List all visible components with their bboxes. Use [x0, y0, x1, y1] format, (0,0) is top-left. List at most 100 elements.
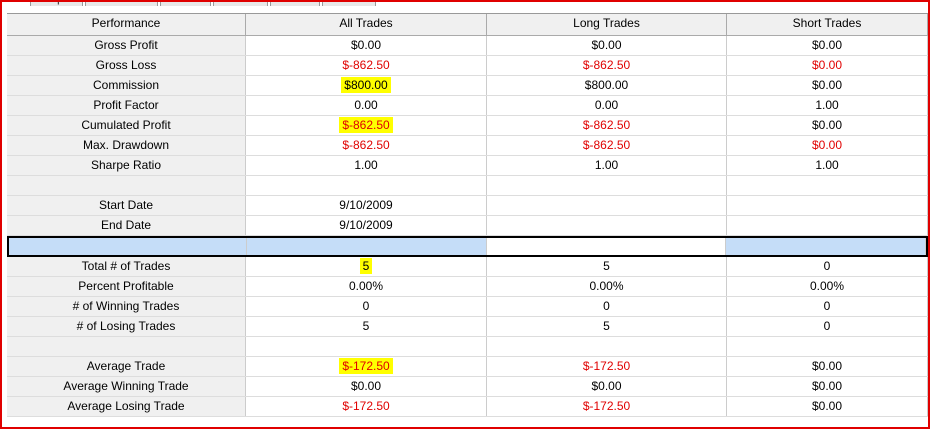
cell-long: $0.00 [487, 36, 727, 55]
row-label: # of Losing Trades [7, 317, 246, 336]
table-row[interactable]: Average Winning Trade $0.00 $0.00 $0.00 [7, 377, 928, 397]
cell-short: $0.00 [727, 357, 928, 376]
cell-text: Gross Profit [94, 38, 158, 52]
header-long-trades[interactable]: Long Trades [487, 14, 727, 35]
cell-short: $0.00 [727, 136, 928, 155]
cell-text: Average Losing Trade [67, 399, 185, 413]
row-label: Gross Loss [7, 56, 246, 75]
tab-executions[interactable]: Executions [85, 0, 159, 6]
cell-short [725, 238, 926, 255]
row-label: Average Winning Trade [7, 377, 246, 396]
cell-all: $0.00 [246, 36, 487, 55]
row-label: Profit Factor [7, 96, 246, 115]
table-row[interactable]: # of Losing Trades 5 5 0 [7, 317, 928, 337]
row-label: Gross Profit [7, 36, 246, 55]
cell-all [246, 176, 487, 195]
performance-grid: Performance All Trades Long Trades Short… [7, 13, 928, 417]
cell-text: $-862.50 [339, 117, 393, 133]
cell-all: $800.00 [246, 76, 487, 95]
cell-text: 1.00 [815, 98, 839, 112]
cell-text: 5 [603, 259, 610, 273]
row-label [7, 176, 246, 195]
table-row[interactable]: # of Winning Trades 0 0 0 [7, 297, 928, 317]
cell-short: 0 [727, 297, 928, 316]
table-row[interactable]: Cumulated Profit $-862.50 $-862.50 $0.00 [7, 116, 928, 136]
cell-long [487, 216, 727, 235]
row-label: Start Date [7, 196, 246, 215]
tab-orders[interactable]: Orders [269, 0, 321, 6]
header-performance[interactable]: Performance [7, 14, 246, 35]
table-row[interactable]: Total # of Trades 5 5 0 [7, 257, 928, 277]
cell-short: 0 [727, 257, 928, 276]
cell-short: $0.00 [727, 397, 928, 416]
table-row[interactable] [7, 337, 928, 357]
row-label: Total # of Trades [7, 257, 246, 276]
tab-graphs[interactable]: Graphs [30, 0, 84, 6]
cell-text: $0.00 [591, 379, 622, 393]
cell-short: $0.00 [727, 56, 928, 75]
cell-text: 5 [603, 319, 610, 333]
header-row: Performance All Trades Long Trades Short… [7, 14, 928, 36]
cell-text: 0 [362, 299, 370, 313]
cell-text: 5 [359, 258, 373, 274]
cell-all: $-862.50 [246, 136, 487, 155]
table-row[interactable]: Sharpe Ratio 1.00 1.00 1.00 [7, 156, 928, 176]
table-row[interactable] [7, 176, 928, 196]
table-row[interactable]: Profit Factor 0.00 0.00 1.00 [7, 96, 928, 116]
tab-journal[interactable]: Journal [322, 0, 376, 6]
cell-text: 0.00 [594, 98, 619, 112]
cell-short: 1.00 [727, 96, 928, 115]
table-row[interactable]: Gross Loss $-862.50 $-862.50 $0.00 [7, 56, 928, 76]
cell-text: $-172.50 [582, 359, 631, 373]
cell-short [727, 337, 928, 356]
cell-text: $-172.50 [342, 399, 390, 413]
table-row[interactable]: Start Date 9/10/2009 [7, 196, 928, 216]
cell-text: 0 [823, 299, 831, 313]
cell-all: $-172.50 [246, 357, 487, 376]
table-row[interactable]: End Date 9/10/2009 [7, 216, 928, 236]
cell-long: $0.00 [487, 377, 727, 396]
table-row[interactable]: Average Trade $-172.50 $-172.50 $0.00 [7, 357, 928, 377]
cell-text: Sharpe Ratio [90, 158, 162, 172]
row-label [9, 238, 247, 255]
table-row[interactable]: Commission $800.00 $800.00 $0.00 [7, 76, 928, 96]
cell-text: Max. Drawdown [82, 138, 170, 152]
cell-text: End Date [100, 218, 152, 232]
table-row[interactable]: Max. Drawdown $-862.50 $-862.50 $0.00 [7, 136, 928, 156]
cell-text: Commission [92, 78, 159, 92]
tab-periods[interactable]: Periods [212, 0, 268, 6]
cell-long: 0.00% [487, 277, 727, 296]
table-row[interactable]: Gross Profit $0.00 $0.00 $0.00 [7, 36, 928, 56]
cell-text: $0.00 [350, 379, 382, 393]
cell-all: 0.00% [246, 277, 487, 296]
cell-long: $800.00 [487, 76, 727, 95]
table-row[interactable] [7, 236, 928, 257]
cell-text: 0 [823, 319, 831, 333]
cell-long: 0.00 [487, 96, 727, 115]
header-all-trades[interactable]: All Trades [246, 14, 487, 35]
cell-all: 0.00 [246, 96, 487, 115]
table-row[interactable]: Average Losing Trade $-172.50 $-172.50 $0.0… [7, 397, 928, 417]
row-label: Max. Drawdown [7, 136, 246, 155]
cell-text: 0.00% [809, 279, 845, 293]
cell-long: 5 [487, 257, 727, 276]
cell-text: Gross Loss [95, 58, 157, 72]
cell-long [487, 337, 727, 356]
header-short-trades[interactable]: Short Trades [727, 14, 928, 35]
cell-long: $-172.50 [487, 357, 727, 376]
cell-text: $0.00 [811, 78, 843, 92]
cell-text: $0.00 [811, 118, 843, 132]
tab-trades[interactable]: Trades [160, 0, 211, 6]
row-label: Percent Profitable [7, 277, 246, 296]
cell-text: $-862.50 [582, 118, 631, 132]
cell-text: 1.00 [815, 158, 839, 172]
cell-long: 1.00 [487, 156, 727, 175]
cell-all: 9/10/2009 [246, 196, 487, 215]
cell-text: Profit Factor [93, 98, 159, 112]
table-row[interactable]: Percent Profitable 0.00% 0.00% 0.00% [7, 277, 928, 297]
cell-long [487, 196, 727, 215]
cell-all [246, 337, 487, 356]
cell-text: $-862.50 [582, 138, 631, 152]
cell-long: $-862.50 [487, 56, 727, 75]
cell-text: $800.00 [341, 77, 391, 93]
